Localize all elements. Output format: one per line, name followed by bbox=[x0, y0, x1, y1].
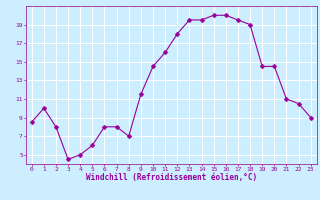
X-axis label: Windchill (Refroidissement éolien,°C): Windchill (Refroidissement éolien,°C) bbox=[86, 173, 257, 182]
